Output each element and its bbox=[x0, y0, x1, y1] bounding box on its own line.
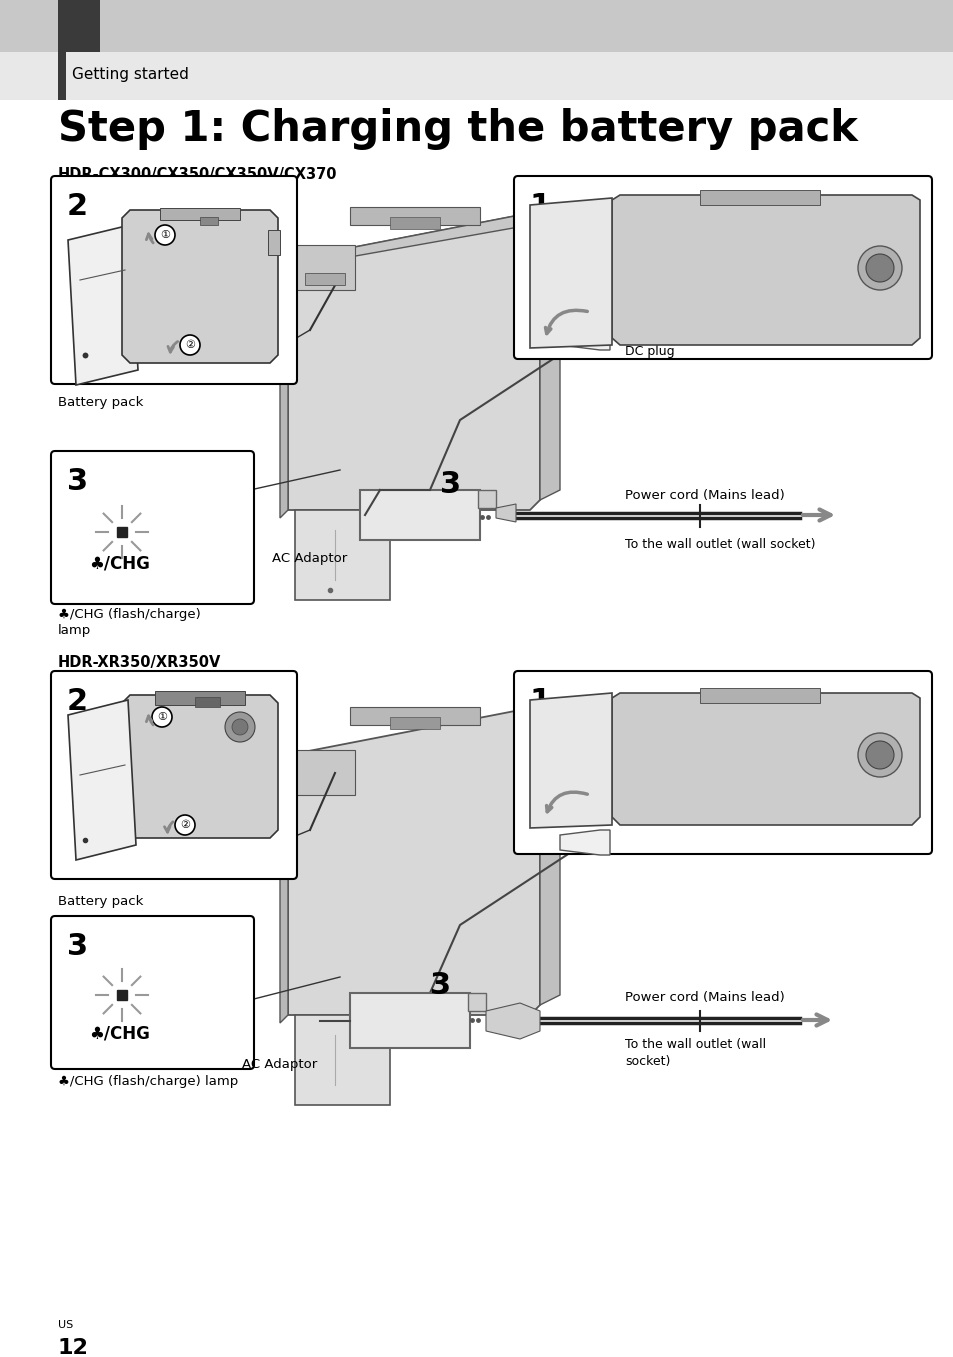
Polygon shape bbox=[539, 710, 559, 1006]
Text: To the wall outlet (wall: To the wall outlet (wall bbox=[624, 1038, 765, 1052]
Text: US: US bbox=[58, 1320, 73, 1330]
Text: 3: 3 bbox=[67, 467, 88, 497]
Bar bbox=[194, 697, 220, 707]
Circle shape bbox=[232, 719, 248, 735]
Text: ♣/CHG: ♣/CHG bbox=[90, 555, 151, 573]
Text: 1: 1 bbox=[530, 191, 551, 221]
FancyBboxPatch shape bbox=[51, 670, 296, 879]
Circle shape bbox=[174, 816, 194, 835]
Text: Getting started: Getting started bbox=[71, 66, 189, 81]
Polygon shape bbox=[288, 710, 539, 1015]
Text: ①: ① bbox=[160, 229, 170, 240]
Bar bbox=[390, 716, 439, 729]
Bar bbox=[294, 246, 355, 290]
FancyBboxPatch shape bbox=[51, 451, 253, 604]
Polygon shape bbox=[559, 324, 609, 350]
Text: ♣/CHG (flash/charge) lamp: ♣/CHG (flash/charge) lamp bbox=[58, 1075, 238, 1088]
Bar bbox=[58, 52, 66, 100]
Polygon shape bbox=[288, 214, 539, 510]
Polygon shape bbox=[294, 1015, 390, 1105]
Text: 3: 3 bbox=[430, 972, 451, 1000]
Polygon shape bbox=[530, 198, 612, 347]
Bar bbox=[268, 229, 280, 255]
Text: ②: ② bbox=[185, 341, 194, 350]
Text: To the wall outlet (wall socket): To the wall outlet (wall socket) bbox=[624, 537, 815, 551]
Text: 12: 12 bbox=[58, 1338, 89, 1357]
Text: HDR-XR350/XR350V: HDR-XR350/XR350V bbox=[58, 655, 221, 670]
Polygon shape bbox=[68, 700, 136, 860]
Polygon shape bbox=[485, 1003, 539, 1039]
Text: 2: 2 bbox=[67, 191, 88, 221]
Text: DC IN jack: DC IN jack bbox=[624, 703, 689, 716]
Text: Power cord (Mains lead): Power cord (Mains lead) bbox=[624, 992, 784, 1004]
Bar bbox=[117, 991, 127, 1000]
Polygon shape bbox=[359, 490, 479, 540]
FancyBboxPatch shape bbox=[51, 176, 296, 384]
Polygon shape bbox=[280, 261, 288, 518]
Bar bbox=[350, 208, 479, 225]
Polygon shape bbox=[122, 695, 277, 839]
Bar bbox=[0, 0, 953, 52]
Text: ②: ② bbox=[180, 820, 190, 830]
Bar bbox=[58, 0, 100, 52]
Bar bbox=[700, 190, 820, 205]
Bar bbox=[160, 208, 240, 220]
Text: 3: 3 bbox=[67, 932, 88, 961]
Text: socket): socket) bbox=[624, 1054, 670, 1068]
Polygon shape bbox=[612, 693, 919, 825]
Text: AC Adaptor: AC Adaptor bbox=[242, 1058, 317, 1071]
FancyBboxPatch shape bbox=[514, 670, 931, 854]
Text: ♣/CHG (flash/charge): ♣/CHG (flash/charge) bbox=[58, 608, 200, 622]
Text: DC plug: DC plug bbox=[624, 750, 674, 764]
Circle shape bbox=[180, 335, 200, 356]
Polygon shape bbox=[68, 225, 138, 385]
Text: ♣/CHG: ♣/CHG bbox=[90, 1025, 151, 1044]
Bar bbox=[542, 288, 562, 318]
Text: Battery pack: Battery pack bbox=[58, 896, 143, 908]
Polygon shape bbox=[280, 754, 288, 1023]
Polygon shape bbox=[559, 830, 609, 855]
Bar bbox=[542, 795, 562, 825]
Text: DC plug: DC plug bbox=[624, 346, 674, 358]
Polygon shape bbox=[288, 214, 559, 267]
Polygon shape bbox=[612, 195, 919, 345]
Text: 2: 2 bbox=[67, 687, 88, 716]
Bar bbox=[294, 750, 355, 795]
Circle shape bbox=[225, 712, 254, 742]
FancyBboxPatch shape bbox=[514, 176, 931, 360]
Bar bbox=[390, 217, 439, 229]
Text: DC IN jack: DC IN jack bbox=[624, 299, 689, 312]
Text: AC Adaptor: AC Adaptor bbox=[273, 552, 347, 565]
Polygon shape bbox=[122, 210, 277, 364]
Text: Battery pack: Battery pack bbox=[58, 396, 143, 408]
Bar bbox=[117, 527, 127, 537]
Bar bbox=[700, 688, 820, 703]
Polygon shape bbox=[496, 503, 516, 522]
Bar bbox=[0, 52, 953, 100]
Polygon shape bbox=[539, 214, 559, 499]
Bar bbox=[468, 993, 485, 1011]
Circle shape bbox=[857, 246, 901, 290]
Circle shape bbox=[865, 741, 893, 769]
Polygon shape bbox=[350, 993, 470, 1048]
Bar bbox=[154, 691, 245, 706]
Text: 1: 1 bbox=[530, 687, 551, 716]
Bar bbox=[200, 217, 218, 225]
Text: lamp: lamp bbox=[58, 624, 91, 636]
Circle shape bbox=[152, 707, 172, 727]
Text: ①: ① bbox=[157, 712, 167, 722]
Polygon shape bbox=[294, 510, 390, 600]
Circle shape bbox=[154, 225, 174, 246]
Bar bbox=[350, 707, 479, 725]
Circle shape bbox=[857, 733, 901, 778]
Text: Power cord (Mains lead): Power cord (Mains lead) bbox=[624, 489, 784, 502]
Circle shape bbox=[865, 254, 893, 282]
Bar bbox=[477, 490, 496, 508]
Text: 3: 3 bbox=[439, 470, 460, 499]
Text: Step 1: Charging the battery pack: Step 1: Charging the battery pack bbox=[58, 109, 857, 151]
Bar bbox=[305, 273, 345, 285]
FancyBboxPatch shape bbox=[51, 916, 253, 1069]
Polygon shape bbox=[530, 693, 612, 828]
Text: HDR-CX300/CX350/CX350V/CX370: HDR-CX300/CX350/CX350V/CX370 bbox=[58, 167, 337, 182]
